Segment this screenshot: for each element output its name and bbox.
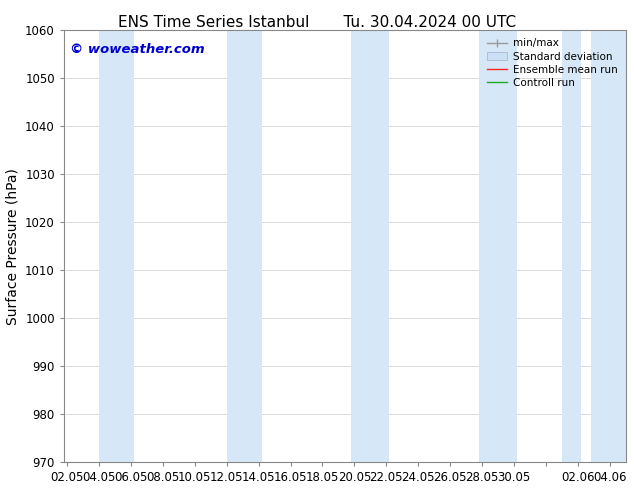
Y-axis label: Surface Pressure (hPa): Surface Pressure (hPa): [6, 168, 20, 325]
Text: ENS Time Series Istanbul       Tu. 30.04.2024 00 UTC: ENS Time Series Istanbul Tu. 30.04.2024 …: [118, 15, 516, 30]
Legend: min/max, Standard deviation, Ensemble mean run, Controll run: min/max, Standard deviation, Ensemble me…: [483, 35, 621, 91]
Bar: [590, 30, 626, 463]
Text: © woweather.com: © woweather.com: [70, 43, 204, 56]
Bar: [479, 30, 517, 463]
Bar: [99, 30, 134, 463]
Bar: [351, 30, 389, 463]
Bar: [562, 30, 581, 463]
Bar: [227, 30, 262, 463]
